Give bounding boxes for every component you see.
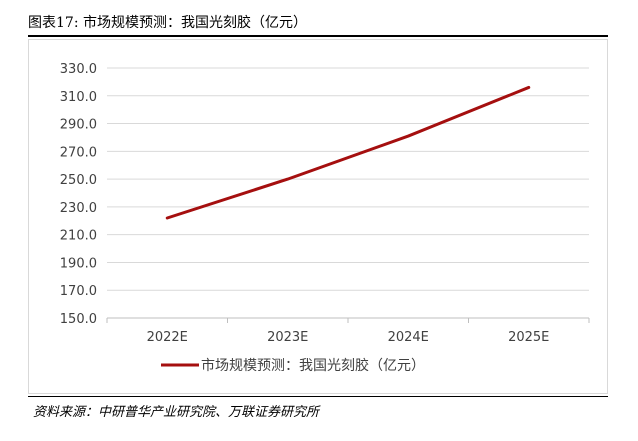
- x-tick-label: 2023E: [267, 330, 308, 345]
- figure-title: 图表17: 市场规模预测：我国光刻胶（亿元）: [28, 15, 307, 31]
- y-tick-label: 230.0: [60, 201, 97, 216]
- source-note: 资料来源：中研普华产业研究院、万联证券研究所: [33, 405, 320, 420]
- chart-frame: 150.0 170.0 190.0 210.0 230.0 250.0 270.0 290.0…: [28, 39, 608, 394]
- x-axis: 2022E 2023E 2024E 2025E: [106, 317, 590, 345]
- line-chart: 150.0 170.0 190.0 210.0 230.0 250.0 270.0 290.0…: [60, 62, 590, 374]
- y-tick-label: 270.0: [60, 145, 97, 160]
- source-rule: [28, 396, 608, 397]
- y-tick-label: 150.0: [60, 312, 97, 327]
- legend: 市场规模预测：我国光刻胶（亿元）: [161, 357, 425, 374]
- gridlines: [107, 67, 589, 319]
- x-tick-label: 2025E: [508, 330, 549, 345]
- y-tick-label: 290.0: [60, 118, 97, 133]
- legend-label: 市场规模预测：我国光刻胶（亿元）: [201, 357, 425, 374]
- plot-area: [165, 85, 531, 220]
- y-tick-label: 250.0: [60, 173, 97, 188]
- series-line: [165, 85, 531, 220]
- y-tick-label: 210.0: [60, 229, 97, 244]
- title-underline: [28, 35, 608, 37]
- y-tick-label: 330.0: [60, 62, 97, 77]
- x-tick-label: 2022E: [147, 330, 188, 345]
- y-tick-label: 310.0: [60, 90, 97, 105]
- y-tick-label: 170.0: [60, 284, 97, 299]
- y-axis-tick-labels: 150.0 170.0 190.0 210.0 230.0 250.0 270.0 290.0…: [60, 62, 97, 327]
- y-tick-label: 190.0: [60, 256, 97, 271]
- x-tick-label: 2024E: [388, 330, 429, 345]
